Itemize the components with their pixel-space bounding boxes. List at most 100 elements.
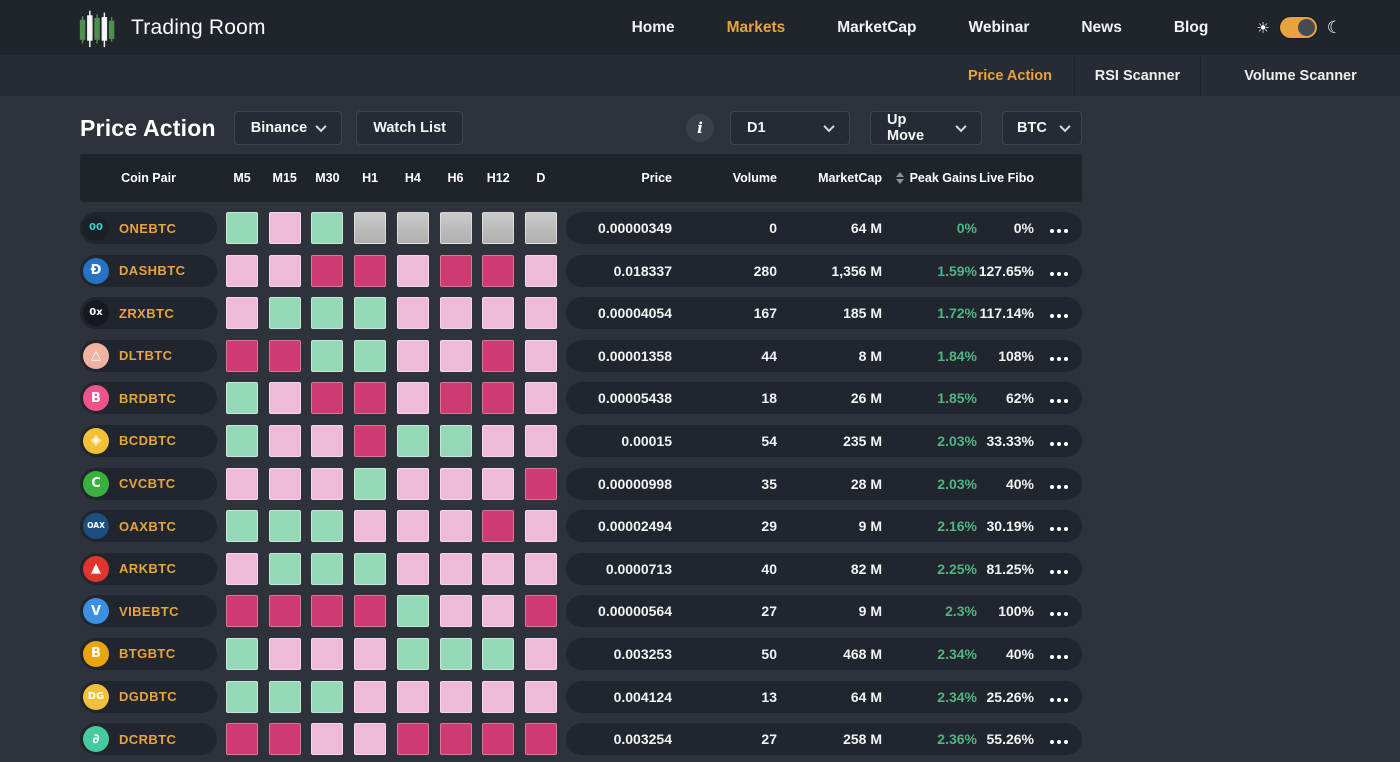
timeframe-cell-h1[interactable] bbox=[354, 680, 387, 713]
timeframe-cell-h4[interactable] bbox=[396, 297, 429, 330]
timeframe-cell-d[interactable] bbox=[524, 212, 557, 244]
row-menu-button[interactable] bbox=[1034, 308, 1068, 319]
timeframe-cell-h6[interactable] bbox=[439, 339, 472, 372]
timeframe-cell-h12[interactable] bbox=[482, 510, 515, 543]
timeframe-cell-h6[interactable] bbox=[439, 595, 472, 628]
timeframe-cell-m30[interactable] bbox=[311, 339, 344, 372]
timeframe-cell-h12[interactable] bbox=[482, 680, 515, 713]
theme-toggle[interactable] bbox=[1279, 17, 1317, 38]
tab-volume-scanner[interactable]: Volume Scanner bbox=[1200, 55, 1400, 96]
quote-currency-select[interactable]: BTC bbox=[1002, 111, 1082, 145]
timeframe-cell-m15[interactable] bbox=[268, 339, 301, 372]
timeframe-cell-m5[interactable] bbox=[226, 339, 258, 372]
tab-price-action[interactable]: Price Action bbox=[967, 67, 1053, 84]
row-menu-button[interactable] bbox=[1034, 393, 1068, 404]
row-menu-button[interactable] bbox=[1034, 266, 1068, 276]
timeframe-cell-d[interactable] bbox=[524, 339, 557, 372]
brand-logo[interactable]: Trading Room bbox=[78, 8, 266, 48]
timeframe-cell-m30[interactable] bbox=[311, 595, 344, 628]
row-menu-button[interactable] bbox=[1034, 649, 1068, 659]
timeframe-cell-m30[interactable] bbox=[311, 382, 344, 415]
timeframe-cell-m30[interactable] bbox=[311, 467, 344, 500]
timeframe-cell-m15[interactable] bbox=[268, 382, 301, 415]
timeframe-cell-h6[interactable] bbox=[439, 424, 472, 457]
timeframe-cell-h12[interactable] bbox=[482, 339, 515, 372]
timeframe-cell-m30[interactable] bbox=[311, 424, 344, 457]
coin-pair-button[interactable]: ▲ ARKBTC bbox=[80, 552, 217, 585]
timeframe-cell-h12[interactable] bbox=[482, 637, 515, 670]
timeframe-cell-h6[interactable] bbox=[439, 382, 472, 415]
timeframe-cell-h1[interactable] bbox=[354, 723, 387, 756]
timeframe-cell-h6[interactable] bbox=[439, 254, 472, 287]
nav-webinar[interactable]: Webinar bbox=[968, 18, 1030, 36]
row-menu-button[interactable] bbox=[1034, 564, 1068, 574]
timeframe-cell-m30[interactable] bbox=[311, 637, 344, 670]
coin-pair-button[interactable]: ◈ BCDBTC bbox=[80, 424, 217, 457]
timeframe-cell-m15[interactable] bbox=[268, 510, 301, 543]
nav-news[interactable]: News bbox=[1081, 18, 1122, 36]
timeframe-cell-m15[interactable] bbox=[268, 212, 301, 244]
timeframe-cell-d[interactable] bbox=[524, 424, 557, 457]
timeframe-cell-h1[interactable] bbox=[354, 595, 387, 628]
timeframe-cell-h4[interactable] bbox=[396, 510, 429, 543]
timeframe-cell-m30[interactable] bbox=[311, 297, 344, 330]
timeframe-cell-m5[interactable] bbox=[226, 297, 258, 330]
timeframe-cell-h4[interactable] bbox=[396, 254, 429, 287]
timeframe-cell-d[interactable] bbox=[524, 382, 557, 415]
timeframe-cell-h4[interactable] bbox=[396, 723, 429, 756]
row-menu-button[interactable] bbox=[1034, 692, 1068, 702]
timeframe-cell-m5[interactable] bbox=[226, 595, 258, 628]
timeframe-cell-h1[interactable] bbox=[354, 467, 387, 500]
timeframe-cell-m15[interactable] bbox=[268, 254, 301, 287]
timeframe-cell-h1[interactable] bbox=[354, 212, 387, 244]
coin-pair-button[interactable]: 0x ZRXBTC bbox=[80, 297, 217, 330]
timeframe-cell-m15[interactable] bbox=[268, 680, 301, 713]
timeframe-cell-h4[interactable] bbox=[396, 467, 429, 500]
timeframe-cell-m30[interactable] bbox=[311, 552, 344, 585]
exchange-select[interactable]: Binance bbox=[233, 111, 343, 145]
timeframe-cell-h1[interactable] bbox=[354, 424, 387, 457]
timeframe-cell-m5[interactable] bbox=[226, 254, 258, 287]
timeframe-cell-d[interactable] bbox=[524, 552, 557, 585]
timeframe-cell-h12[interactable] bbox=[482, 212, 515, 244]
timeframe-cell-h1[interactable] bbox=[354, 297, 387, 330]
timeframe-cell-h6[interactable] bbox=[439, 212, 472, 244]
coin-pair-button[interactable]: Ð DASHBTC bbox=[80, 254, 217, 287]
timeframe-cell-m30[interactable] bbox=[311, 254, 344, 287]
timeframe-cell-d[interactable] bbox=[524, 595, 557, 628]
timeframe-cell-h4[interactable] bbox=[396, 680, 429, 713]
timeframe-cell-m5[interactable] bbox=[226, 680, 258, 713]
timeframe-cell-d[interactable] bbox=[524, 637, 557, 670]
coin-pair-button[interactable]: 00 ONEBTC bbox=[80, 212, 217, 244]
timeframe-cell-h1[interactable] bbox=[354, 382, 387, 415]
timeframe-cell-h4[interactable] bbox=[396, 212, 429, 244]
direction-select[interactable]: Up Move bbox=[870, 111, 982, 145]
timeframe-cell-h1[interactable] bbox=[354, 254, 387, 287]
timeframe-cell-h12[interactable] bbox=[482, 424, 515, 457]
timeframe-cell-h1[interactable] bbox=[354, 339, 387, 372]
coin-pair-button[interactable]: OAX OAXBTC bbox=[80, 510, 217, 543]
timeframe-cell-h1[interactable] bbox=[354, 637, 387, 670]
timeframe-cell-h1[interactable] bbox=[354, 552, 387, 585]
timeframe-cell-m5[interactable] bbox=[226, 424, 258, 457]
watchlist-button[interactable]: Watch List bbox=[356, 111, 463, 145]
timeframe-cell-h6[interactable] bbox=[439, 637, 472, 670]
nav-markets[interactable]: Markets bbox=[726, 18, 786, 36]
coin-pair-button[interactable]: △ DLTBTC bbox=[80, 339, 217, 372]
timeframe-cell-d[interactable] bbox=[524, 297, 557, 330]
timeframe-cell-m15[interactable] bbox=[268, 595, 301, 628]
timeframe-cell-m30[interactable] bbox=[311, 723, 344, 756]
row-menu-button[interactable] bbox=[1034, 606, 1068, 617]
timeframe-cell-h6[interactable] bbox=[439, 552, 472, 585]
coin-pair-button[interactable]: B BRDBTC bbox=[80, 382, 217, 415]
timeframe-cell-h12[interactable] bbox=[482, 382, 515, 415]
row-menu-button[interactable] bbox=[1034, 436, 1068, 446]
timeframe-cell-m5[interactable] bbox=[226, 723, 258, 756]
row-menu-button[interactable] bbox=[1034, 479, 1068, 489]
timeframe-cell-m30[interactable] bbox=[311, 680, 344, 713]
timeframe-select[interactable]: D1 bbox=[730, 111, 850, 145]
coin-pair-button[interactable]: ∂ DCRBTC bbox=[80, 723, 217, 756]
coin-pair-button[interactable]: V VIBEBTC bbox=[80, 595, 217, 628]
timeframe-cell-h12[interactable] bbox=[482, 297, 515, 330]
timeframe-cell-m15[interactable] bbox=[268, 467, 301, 500]
